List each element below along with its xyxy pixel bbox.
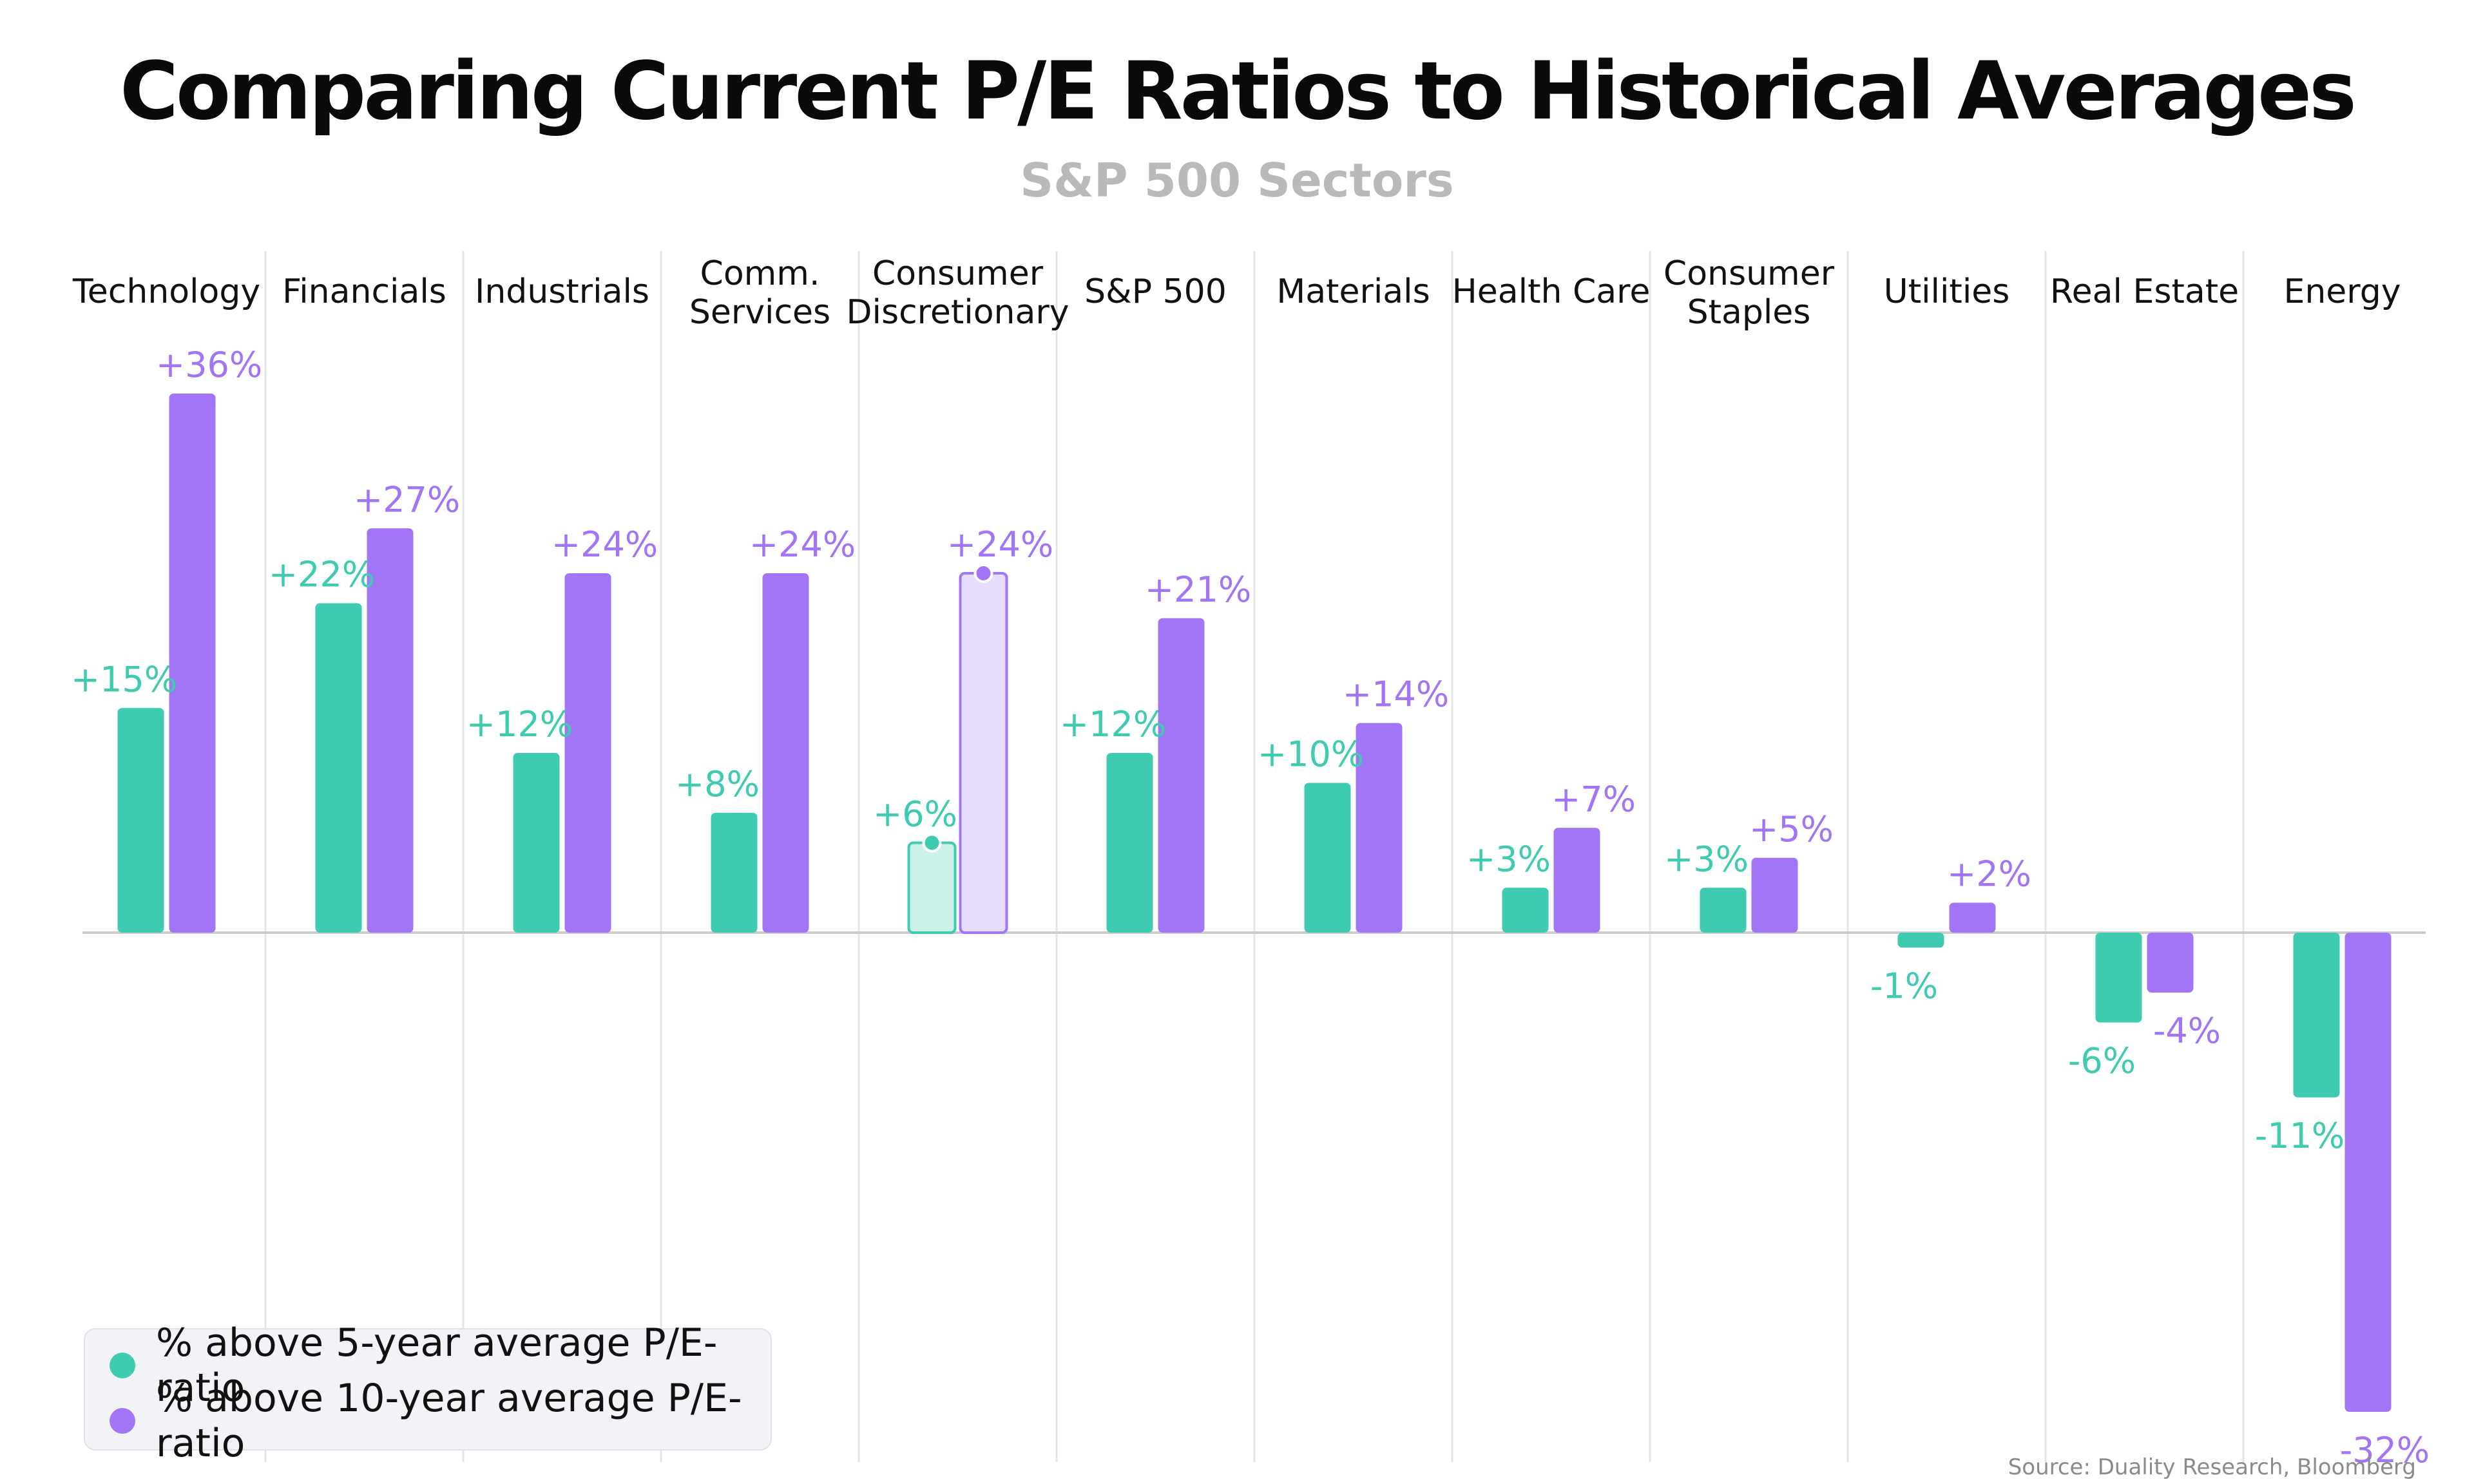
bar-five-year — [2095, 933, 2142, 1023]
category-label: Comm. Services — [689, 254, 830, 332]
bar-five-year — [1304, 783, 1351, 933]
data-label-five-year: +15% — [71, 659, 177, 699]
legend-swatch-five-year — [110, 1353, 135, 1378]
bar-five-year — [1700, 888, 1747, 933]
chart-subtitle: S&P 500 Sectors — [1020, 153, 1454, 207]
data-label-ten-year: +5% — [1749, 809, 1834, 850]
category-label: Consumer Staples — [1664, 254, 1835, 332]
category-label: Industrials — [475, 272, 649, 311]
category-label-line: Consumer — [1664, 254, 1835, 293]
category-label: Consumer Discretionary — [846, 254, 1069, 332]
chart-title: Comparing Current P/E Ratios to Historic… — [120, 45, 2357, 138]
bar-ten-year — [1158, 618, 1205, 933]
category-label-line: Comm. — [700, 254, 820, 293]
category-label: Materials — [1276, 272, 1430, 311]
bar-ten-year — [1949, 902, 1996, 933]
bar-ten-year — [1356, 723, 1403, 933]
data-label-ten-year: -32% — [2340, 1430, 2430, 1470]
data-label-five-year: +3% — [1664, 839, 1749, 879]
bar-five-year — [117, 708, 164, 933]
category-label: S&P 500 — [1084, 272, 1227, 311]
data-label-ten-year: +2% — [1947, 854, 2031, 895]
bar-five-year — [907, 841, 957, 934]
data-label-ten-year: +24% — [749, 524, 856, 565]
bar-five-year — [2293, 933, 2340, 1098]
bar-five-year — [711, 813, 758, 933]
category-label: Utilities — [1884, 272, 2010, 311]
data-label-five-year: +6% — [873, 794, 957, 835]
data-label-ten-year: +27% — [354, 479, 460, 520]
bar-five-year — [1502, 888, 1549, 933]
bars — [117, 394, 2392, 1412]
legend: % above 5-year average P/E-ratio % above… — [84, 1320, 772, 1466]
legend-label-ten-year: % above 10-year average P/E-ratio — [156, 1376, 742, 1466]
data-label-ten-year: +7% — [1551, 779, 1636, 819]
data-label-five-year: -1% — [1870, 966, 1938, 1006]
bar-five-year — [1106, 753, 1153, 933]
category-label-line: Staples — [1687, 293, 1811, 332]
highlight-marker — [973, 564, 993, 583]
category-label: Financials — [282, 272, 446, 311]
bar-ten-year — [1751, 857, 1798, 933]
data-label-five-year: +22% — [269, 555, 375, 595]
data-label-five-year: +8% — [675, 764, 760, 804]
category-label: Energy — [2283, 272, 2401, 311]
source-note: Source: Duality Research, Bloomberg — [2008, 1454, 2416, 1480]
data-label-five-year: +12% — [1060, 704, 1166, 745]
data-label-five-year: -11% — [2255, 1116, 2345, 1156]
data-label-ten-year: +24% — [947, 524, 1053, 565]
bar-ten-year — [564, 573, 611, 933]
legend-swatch-ten-year — [110, 1408, 135, 1434]
data-label-ten-year: +36% — [156, 345, 262, 385]
highlight-marker — [922, 833, 942, 853]
category-label-line: Discretionary — [846, 293, 1069, 332]
bar-ten-year — [1553, 828, 1600, 933]
bar-ten-year — [2345, 933, 2392, 1412]
data-label-five-year: +3% — [1466, 839, 1551, 879]
data-label-ten-year: -4% — [2153, 1011, 2221, 1051]
data-label-ten-year: +21% — [1145, 569, 1251, 610]
category-labels: Technology Financials Industrials Comm. Serv… — [72, 254, 2401, 332]
data-label-ten-year: +14% — [1343, 674, 1449, 715]
data-label-ten-year: +24% — [551, 524, 658, 565]
bar-five-year — [513, 753, 560, 933]
gridlines — [264, 251, 2245, 1462]
category-label-line: Consumer — [872, 254, 1044, 293]
legend-item-five-year: % above 5-year average P/E-ratio — [110, 1320, 771, 1411]
data-label-five-year: +12% — [466, 704, 573, 745]
bar-five-year — [1897, 933, 1944, 948]
category-label: Health Care — [1452, 272, 1651, 311]
legend-label-five-year: % above 5-year average P/E-ratio — [156, 1320, 718, 1411]
data-label-five-year: +10% — [1258, 734, 1364, 775]
bar-ten-year — [2147, 933, 2194, 993]
category-label: Technology — [72, 272, 260, 311]
bar-ten-year — [169, 394, 216, 933]
bar-ten-year — [762, 573, 809, 933]
bar-ten-year — [367, 528, 414, 933]
bar-ten-year — [959, 572, 1008, 934]
data-label-five-year: -6% — [2068, 1041, 2136, 1081]
data-labels: +15% +36% +22% +27% +12% +24% +8% +24% +6% +24% +1… — [71, 345, 2430, 1470]
category-label-line: Services — [689, 293, 830, 332]
legend-item-ten-year: % above 10-year average P/E-ratio — [110, 1376, 771, 1466]
bar-five-year — [315, 603, 362, 933]
category-label: Real Estate — [2050, 272, 2239, 311]
